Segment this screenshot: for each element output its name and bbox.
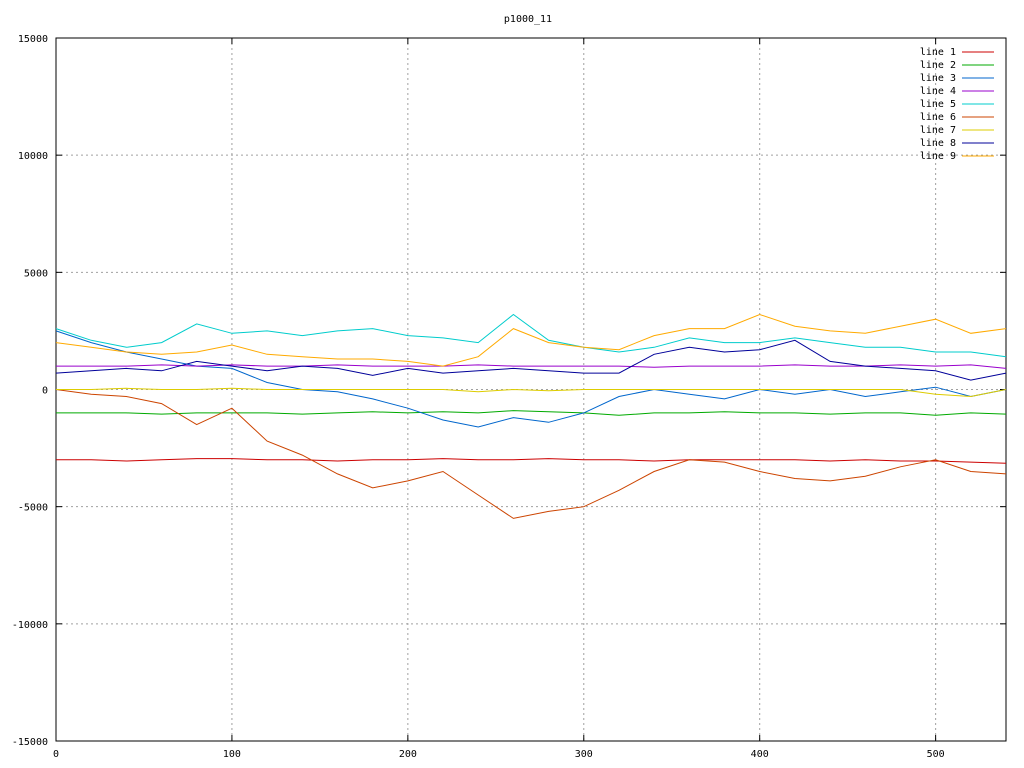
series-line-4 bbox=[56, 364, 1007, 369]
series-lines bbox=[55, 313, 1007, 519]
y-tick-label: 15000 bbox=[18, 34, 48, 45]
series-line-6 bbox=[55, 389, 1007, 519]
legend-label-7: line 7 bbox=[920, 125, 956, 136]
legend-label-3: line 3 bbox=[920, 73, 956, 84]
series-line-9 bbox=[55, 313, 1007, 367]
y-tick-label: -10000 bbox=[12, 620, 48, 631]
series-line-5 bbox=[55, 313, 1007, 358]
y-tick-label: 0 bbox=[42, 386, 48, 397]
x-tick-label: 500 bbox=[927, 749, 945, 760]
legend-label-1: line 1 bbox=[920, 47, 956, 58]
legend-label-9: line 9 bbox=[920, 151, 956, 162]
legend-label-8: line 8 bbox=[920, 138, 956, 149]
series-line-3 bbox=[55, 330, 1007, 428]
axes: 0 100 200 300 400 500 -15000 -10000 -5000 0 5000 10… bbox=[12, 34, 1007, 760]
legend-label-5: line 5 bbox=[920, 99, 956, 110]
legend-label-4: line 4 bbox=[920, 86, 956, 97]
y-tick-label: 5000 bbox=[24, 268, 48, 279]
series-line-7 bbox=[56, 387, 1007, 398]
y-tick-label: -15000 bbox=[12, 737, 48, 748]
y-tick-label: 10000 bbox=[18, 151, 48, 162]
series-line-2 bbox=[56, 410, 1007, 416]
series-line-1 bbox=[56, 458, 1007, 464]
x-tick-label: 0 bbox=[53, 749, 59, 760]
legend-label-2: line 2 bbox=[920, 60, 956, 71]
chart-title: p1000_11 bbox=[504, 14, 552, 25]
x-tick-label: 200 bbox=[399, 749, 417, 760]
x-tick-label: 400 bbox=[751, 749, 769, 760]
legend: line 1 line 2 line 3 line 4 line 5 line 6 line… bbox=[920, 47, 994, 162]
series-line-8 bbox=[55, 339, 1007, 381]
x-tick-label: 300 bbox=[575, 749, 593, 760]
x-tick-label: 100 bbox=[223, 749, 241, 760]
legend-label-6: line 6 bbox=[920, 112, 956, 123]
y-tick-label: -5000 bbox=[18, 503, 48, 514]
